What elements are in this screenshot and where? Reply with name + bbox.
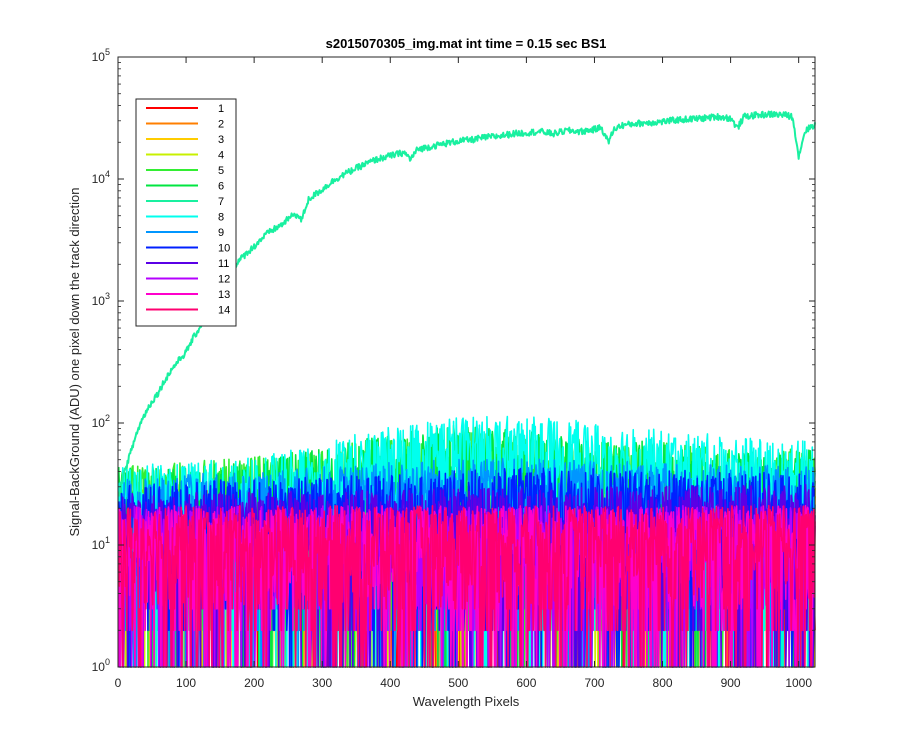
x-tick-label: 700 bbox=[584, 676, 604, 690]
x-tick-label: 300 bbox=[312, 676, 332, 690]
legend-label-4: 4 bbox=[218, 150, 224, 162]
x-tick-label: 1000 bbox=[785, 676, 812, 690]
chart-title: s2015070305_img.mat int time = 0.15 sec … bbox=[326, 36, 607, 51]
legend-label-6: 6 bbox=[218, 181, 224, 193]
y-tick-label: 100 bbox=[92, 657, 110, 674]
legend-label-11: 11 bbox=[218, 258, 229, 270]
x-tick-label: 900 bbox=[721, 676, 741, 690]
legend-label-10: 10 bbox=[218, 243, 230, 255]
y-tick-label: 105 bbox=[92, 47, 110, 64]
x-tick-label: 500 bbox=[448, 676, 468, 690]
legend-label-12: 12 bbox=[218, 274, 230, 286]
series-layer bbox=[117, 110, 816, 668]
y-tick-label: 104 bbox=[92, 169, 110, 186]
legend-label-9: 9 bbox=[218, 227, 224, 239]
x-tick-label: 0 bbox=[115, 676, 122, 690]
x-tick-label: 800 bbox=[653, 676, 673, 690]
x-tick-label: 400 bbox=[380, 676, 400, 690]
legend-label-1: 1 bbox=[218, 103, 224, 115]
plot-axes-box bbox=[117, 56, 816, 668]
y-axis-label: Signal-BackGround (ADU) one pixel down t… bbox=[67, 187, 82, 536]
legend-label-2: 2 bbox=[218, 119, 224, 131]
legend-box bbox=[135, 98, 237, 327]
series-line-14 bbox=[117, 504, 816, 668]
legend-label-7: 7 bbox=[218, 196, 224, 208]
legend-label-3: 3 bbox=[218, 134, 224, 146]
legend-label-8: 8 bbox=[218, 212, 224, 224]
legend-label-13: 13 bbox=[218, 289, 230, 301]
y-tick-label: 101 bbox=[92, 535, 110, 552]
x-tick-label: 600 bbox=[516, 676, 536, 690]
legend-label-5: 5 bbox=[218, 165, 224, 177]
x-axis: 0 100 200 300 400 500 600 700 800 900 1000 bbox=[115, 57, 812, 690]
x-tick-label: 100 bbox=[176, 676, 196, 690]
y-tick-label: 103 bbox=[92, 291, 110, 308]
x-tick-label: 200 bbox=[244, 676, 264, 690]
x-axis-label: Wavelength Pixels bbox=[413, 694, 520, 709]
legend-label-14: 14 bbox=[218, 305, 230, 317]
y-tick-label: 102 bbox=[92, 413, 110, 430]
